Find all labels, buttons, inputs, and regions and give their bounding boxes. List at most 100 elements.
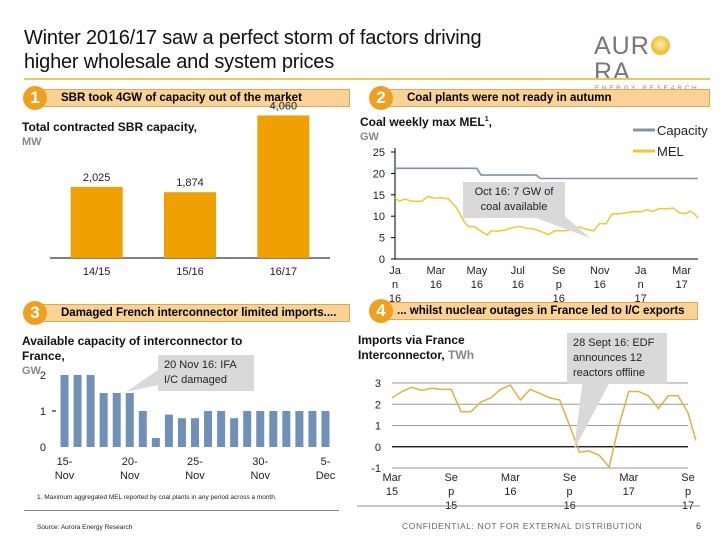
coal-x-tick-label: 17: [675, 279, 687, 291]
sbr-bar: [257, 115, 310, 259]
sbr-data-label: 4,060: [270, 100, 298, 112]
imports-x-tick-label: 17: [623, 486, 635, 498]
coal-x-tick-label: 17: [635, 293, 647, 305]
logo-subtitle: ENERGY RESEARCH: [595, 85, 704, 93]
coal-title-text: Coal weekly max MEL: [360, 115, 485, 129]
coal-callout: Oct 16: 7 GW of coal available: [463, 182, 565, 218]
section-number-badge: 2: [369, 86, 393, 110]
logo-text-left: AUR: [594, 32, 650, 60]
coal-x-tick-label: Jul: [511, 265, 525, 277]
ifa-bar: [151, 438, 160, 447]
coal-y-tick-label: 15: [373, 190, 385, 202]
coal-x-tick-label: May: [467, 265, 488, 277]
source-note: Source: Aurora Energy Research: [37, 524, 133, 531]
imports-x-tick-label: p: [685, 486, 691, 498]
imports-x-tick-label: Mar: [383, 472, 402, 484]
ifa-bar: [191, 418, 199, 447]
edf-callout-pointer: [574, 378, 612, 450]
edf-callout: 28 Sept 16: EDF announces 12 reactors of…: [567, 333, 667, 384]
coal-x-tick-label: 16: [430, 279, 442, 291]
ifa-bar: [99, 393, 108, 447]
imports-x-tick-label: Se: [444, 472, 457, 484]
ifa-chart-title: Available capacity of interconnector to …: [22, 334, 242, 379]
ifa-x-tick-label: 30-: [252, 456, 268, 468]
imports-y-tick-label: 3: [375, 378, 381, 390]
coal-x-tick-label: 16: [512, 279, 524, 291]
coal-title-suffix: ,: [488, 115, 492, 129]
imports-x-tick-label: p: [448, 486, 454, 498]
ifa-bar: [204, 411, 213, 447]
section-header-label: Damaged French interconnector limited im…: [61, 307, 337, 319]
page-title: Winter 2016/17 saw a perfect storm of fa…: [24, 26, 584, 74]
ifa-x-tick-label: 15-: [57, 456, 73, 468]
ifa-bar: [86, 375, 95, 447]
coal-unit: GW: [360, 131, 379, 143]
edf-callout-line-2: announces 12: [573, 352, 643, 364]
imports-y-tick-label: 0: [375, 442, 381, 454]
coal-x-tick-label: Mar: [672, 265, 691, 277]
logo-text-right: RA: [594, 58, 631, 86]
ifa-bar: [125, 393, 134, 447]
ifa-bar: [177, 418, 186, 447]
section-header-2: 2 Coal plants were not ready in autumn: [369, 86, 710, 110]
ifa-bar: [321, 411, 330, 447]
sbr-chart-title: Total contracted SBR capacity, MW: [22, 120, 197, 150]
section-header-3: 3 Damaged French interconnector limited …: [23, 301, 350, 325]
ifa-bar: [73, 375, 82, 447]
coal-y-tick-label: 20: [373, 168, 385, 180]
section-number-badge: 1: [23, 86, 47, 110]
sbr-x-tick-label: 15/16: [176, 266, 204, 278]
ifa-bar: [164, 414, 173, 447]
ifa-callout-pointer: [126, 370, 158, 392]
ifa-title-line-1: Available capacity of interconnector to: [22, 334, 243, 348]
coal-x-tick-label: Ja: [389, 265, 402, 277]
sbr-title-text: Total contracted SBR capacity,: [22, 120, 197, 134]
coal-x-tick-label: n: [392, 279, 398, 291]
coal-series-capacity: [395, 167, 698, 180]
sbr-data-label: 1,874: [176, 177, 204, 189]
coal-y-tick-label: 0: [379, 254, 385, 266]
ifa-x-tick-label: Nov: [120, 470, 140, 482]
sbr-unit: MW: [22, 136, 42, 148]
footer-divider: [24, 510, 339, 511]
section-header-label: Coal plants were not ready in autumn: [407, 92, 612, 104]
imports-y-tick-label: 1: [375, 421, 381, 433]
edf-callout-line-3: reactors offline: [573, 367, 645, 379]
ifa-bar: [60, 375, 69, 447]
coal-callout-pointer: [520, 212, 590, 238]
coal-x-tick-label: 16: [594, 279, 606, 291]
section-header-label: SBR took 4GW of capacity out of the mark…: [61, 92, 302, 104]
imports-x-tick-label: p: [567, 486, 573, 498]
ifa-x-tick-label: 25-: [187, 456, 203, 468]
coal-callout-line-1: Oct 16: 7 GW of: [474, 186, 554, 198]
imports-x-tick-label: Se: [563, 472, 576, 484]
coal-x-tick-label: 16: [471, 279, 483, 291]
coal-y-tick-label: 5: [379, 233, 385, 245]
ifa-x-tick-label: Dec: [316, 470, 336, 482]
sbr-x-tick-label: 16/17: [270, 266, 298, 278]
section-number-badge: 4: [369, 299, 393, 323]
ifa-callout-line-2: I/C damaged: [164, 374, 227, 386]
legend-label-mel: MEL: [657, 144, 684, 159]
coal-x-tick-label: Se: [552, 265, 565, 277]
coal-y-tick-label: 10: [373, 211, 385, 223]
section-header-4: 4 ... whilst nuclear outages in France l…: [369, 299, 698, 323]
aurora-logo: AURRA ENERGY RESEARCH: [594, 32, 704, 92]
sun-icon: [650, 36, 670, 55]
page-title-line-2: higher wholesale and system prices: [24, 51, 335, 73]
coal-x-tick-label: 16: [389, 293, 401, 305]
sbr-bar: [70, 186, 123, 258]
coal-x-tick-label: n: [638, 279, 644, 291]
confidential-notice: CONFIDENTIAL: NOT FOR EXTERNAL DISTRIBUT…: [402, 521, 643, 531]
imports-x-tick-label: 16: [504, 486, 516, 498]
ifa-x-tick-label: 5-: [321, 456, 331, 468]
ifa-bar: [230, 418, 239, 447]
ifa-bar: [217, 411, 226, 447]
ifa-bar: [243, 411, 252, 447]
legend-label-capacity: Capacity: [657, 123, 708, 138]
ifa-title-line-2: France,: [22, 349, 65, 363]
ifa-unit: GW: [22, 365, 41, 377]
coal-x-tick-label: Nov: [590, 265, 610, 277]
imports-title-line-1: Imports via France: [358, 333, 465, 347]
